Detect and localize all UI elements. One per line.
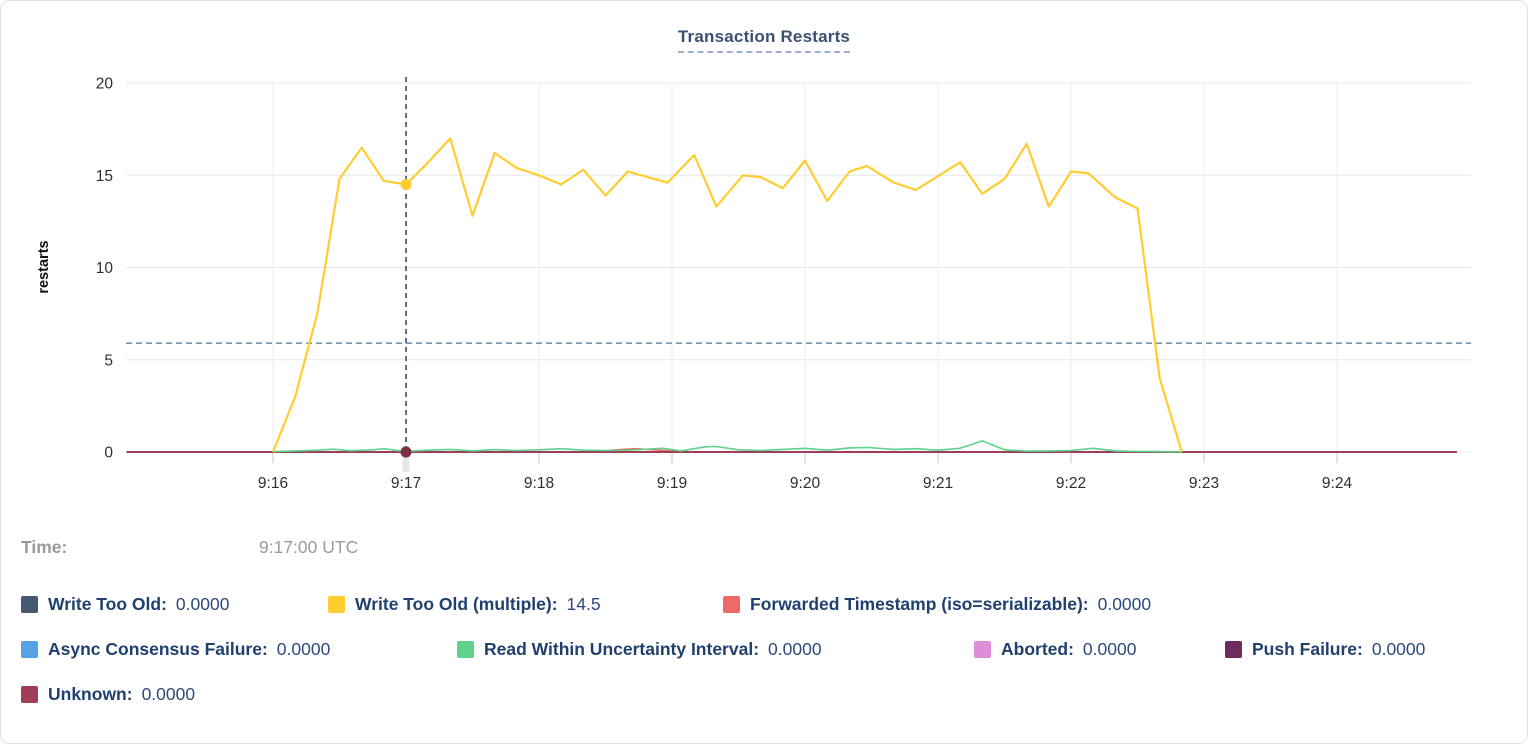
chart-title-wrap: Transaction Restarts [1,27,1527,53]
y-tick-label: 15 [96,168,113,185]
legend-swatch-push-failure [1225,640,1242,658]
x-tick-label: 9:16 [258,475,288,492]
legend-value: 0.0000 [141,683,196,704]
x-tick-label: 9:19 [657,475,687,492]
time-value: 9:17:00 UTC [259,537,359,557]
legend-swatch-unknown [21,685,38,703]
legend-value: 0.0000 [175,593,230,614]
legend-item-forwarded-timestamp-iso-serializable: Forwarded Timestamp (iso=serializable): 0… [723,593,1151,615]
legend-swatch-async-consensus-failure [21,640,38,658]
legend-label: Write Too Old (multiple): [355,593,558,614]
legend-value: 0.0000 [1097,593,1152,614]
legend-item-write-too-old-multiple: Write Too Old (multiple): 14.5 [328,593,601,615]
x-tick-label: 9:20 [790,475,821,492]
legend-value: 14.5 [566,593,601,614]
legend-item-write-too-old: Write Too Old: 0.0000 [21,593,229,615]
y-tick-label: 20 [96,76,114,93]
legend-item-aborted: Aborted: 0.0000 [974,638,1136,660]
time-label: Time: [21,537,68,557]
hover-point-write-too-old-multiple [400,178,412,190]
legend-item-push-failure: Push Failure: 0.0000 [1225,638,1425,660]
legend-value: 0.0000 [1371,638,1426,659]
x-tick-label: 9:17 [391,475,421,492]
legend-swatch-aborted [974,640,991,658]
y-tick-label: 10 [96,260,114,277]
y-tick-label: 0 [104,445,113,462]
x-tick-label: 9:23 [1189,475,1219,492]
legend-label: Forwarded Timestamp (iso=serializable): [750,593,1089,614]
hover-tick-band [402,446,410,472]
hover-readout: Time: 9:17:00 UTC Write Too Old: 0.0000 Wr… [1,1,1527,704]
legend-swatch-forwarded-timestamp-iso-serializable [723,595,740,613]
hover-point-baseline [400,446,412,458]
x-tick-label: 9:18 [524,475,554,492]
legend-value: 0.0000 [276,638,331,659]
legend-swatch-write-too-old [21,595,38,613]
legend-value: 0.0000 [768,638,822,659]
series-line-write-too-old-multiple [271,137,1183,453]
legend-value: 0.0000 [1082,638,1137,659]
y-axis-title: restarts [36,240,52,293]
legend-item-async-consensus-failure: Async Consensus Failure: 0.0000 [21,638,330,660]
legend-label: Push Failure: [1252,638,1363,659]
legend-label: Async Consensus Failure: [48,638,268,659]
legend-label: Unknown: [48,683,133,704]
legend-label: Read Within Uncertainty Interval: [484,638,760,659]
legend-label: Aborted: [1001,638,1074,659]
legend-label: Write Too Old: [48,593,167,614]
x-tick-label: 9:24 [1322,475,1353,492]
legend-swatch-write-too-old-multiple [328,595,345,613]
x-tick-label: 9:21 [923,475,953,492]
y-tick-label: 5 [104,352,113,369]
transaction-restarts-chart[interactable]: 0 5 10 15 20 9:16 9:17 9:18 9:19 9:20 9:21 9:22 9:23… [1,1,1528,516]
x-tick-label: 9:22 [1056,475,1086,492]
chart-title[interactable]: Transaction Restarts [677,27,851,53]
legend-item-unknown: Unknown: 0.0000 [21,683,195,705]
legend-item-read-within-uncertainty-interval: Read Within Uncertainty Interval: 0.0000 [457,638,822,660]
legend-swatch-read-within-uncertainty-interval [457,640,474,658]
series-line-read-within-uncertainty-interval [272,440,1182,453]
